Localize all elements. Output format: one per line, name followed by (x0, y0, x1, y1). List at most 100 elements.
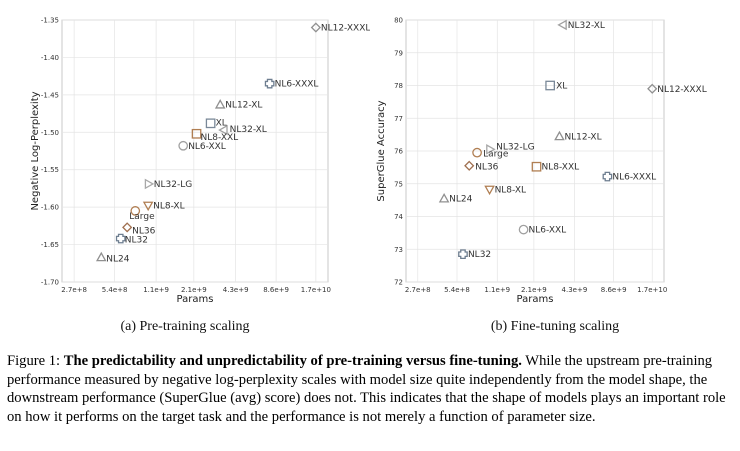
y-tick-label: 80 (394, 17, 403, 25)
plus-marker (264, 78, 275, 89)
plus-marker (602, 171, 613, 182)
data-label-nl8-xl: NL8-XL (153, 202, 184, 212)
diamond-marker (647, 83, 658, 94)
data-point-nl8-xl (484, 185, 495, 196)
data-point-nl12-xl (214, 99, 226, 109)
data-point-nl6-xxl (518, 224, 529, 235)
figure-caption-prefix: Figure 1: (7, 353, 64, 369)
data-label-nl12-xl: NL12-XL (225, 101, 262, 111)
diamond-marker (464, 160, 475, 171)
y-tick-label: -1.35 (41, 17, 59, 25)
triangle-right-marker (486, 144, 496, 155)
data-point-xl (545, 80, 556, 91)
y-tick-label: -1.65 (41, 241, 59, 249)
y-axis-label: Negative Log-Perplexity (30, 91, 41, 210)
data-point-nl32 (115, 233, 126, 244)
data-label-nl36: NL36 (132, 226, 155, 236)
y-tick-label: -1.45 (41, 91, 59, 99)
data-label-nl6-xxl: NL6-XXL (529, 226, 567, 236)
data-point-nl8-xxl (191, 128, 202, 139)
x-tick-label: 4.3e+9 (223, 286, 249, 294)
data-point-nl32-lg (486, 144, 496, 155)
triangle-up-marker (95, 251, 107, 262)
data-label-nl12-xxxl: NL12-XXXL (657, 85, 707, 95)
figure-caption: Figure 1: The predictability and unpredi… (7, 352, 735, 426)
x-tick-label: 2.1e+9 (521, 286, 547, 294)
x-tick-label: 2.7e+8 (61, 286, 87, 294)
x-tick-label: 1.1e+9 (484, 286, 510, 294)
y-tick-label: -1.60 (41, 204, 59, 212)
y-tick-label: -1.55 (41, 166, 59, 174)
data-label-large: Large (483, 150, 509, 160)
data-point-nl32-xl (218, 124, 228, 136)
x-tick-label: 8.6e+9 (263, 286, 289, 294)
triangle-right-marker (144, 178, 155, 190)
subcaption-pretraining: (a) Pre-training scaling (120, 319, 250, 334)
data-label-nl12-xxxl: NL12-XXXL (321, 23, 370, 33)
circle-marker (518, 224, 529, 235)
x-axis-label: Params (177, 294, 214, 305)
data-point-nl32 (458, 249, 468, 260)
data-label-nl12-xl: NL12-XL (564, 132, 601, 142)
pretraining-scatter-chart: -1.35 -1.40 -1.45 -1.50 -1.55 -1.60 -1.65 -1.70… (30, 17, 370, 306)
x-tick-label: 4.3e+9 (562, 286, 588, 294)
data-label-nl32-lg: NL32-LG (496, 142, 534, 152)
triangle-left-marker (557, 19, 567, 31)
data-label-nl32: NL32 (125, 236, 148, 246)
y-tick-label: 76 (394, 148, 403, 156)
figure-caption-body: While the upstream pre-training performa… (7, 353, 726, 425)
data-point-nl32-xl (557, 19, 567, 31)
data-label-nl32-lg: NL32-LG (154, 180, 192, 190)
plus-marker (458, 249, 468, 260)
triangle-left-marker (218, 124, 228, 136)
x-tick-label: 5.4e+8 (102, 286, 128, 294)
y-tick-label: 73 (394, 246, 403, 254)
plot-frame (61, 19, 329, 283)
data-label-nl8-xl: NL8-XL (495, 186, 526, 196)
data-point-nl6-xxxl (264, 78, 275, 89)
y-tick-label: 77 (394, 115, 403, 123)
y-tick-label: 75 (394, 180, 403, 188)
data-label-xl: XL (556, 82, 567, 92)
data-point-large (130, 206, 141, 216)
y-tick-label: 78 (394, 82, 403, 90)
square-marker (531, 161, 542, 172)
x-tick-label: 1.7e+10 (637, 286, 667, 294)
data-point-nl24 (95, 251, 107, 262)
data-label-nl6-xxxl: NL6-XXXL (275, 80, 319, 90)
triangle-up-marker (214, 99, 226, 109)
data-point-nl12-xl (554, 130, 565, 141)
data-point-large (472, 147, 482, 158)
data-point-nl32-lg (144, 178, 155, 190)
y-tick-label: 79 (394, 49, 403, 57)
finetuning-scatter-chart: 80 79 78 77 76 75 74 73 722.7e+8 5.4e+8 1.1e+9 2.1e… (376, 17, 707, 306)
diamond-marker (310, 22, 321, 33)
data-label-nl6-xxxl: NL6-XXXL (612, 173, 656, 183)
data-point-nl24 (438, 192, 450, 203)
data-label-nl32: NL32 (468, 250, 491, 260)
data-label-nl36: NL36 (475, 163, 498, 173)
square-marker (545, 80, 556, 91)
y-tick-label: 74 (394, 213, 403, 221)
data-point-nl12-xxxl (647, 83, 658, 94)
data-label-nl24: NL24 (449, 194, 472, 204)
data-label-nl24: NL24 (106, 254, 129, 264)
data-label-nl8-xxl: NL8-XXL (542, 163, 580, 173)
y-tick-label: -1.70 (41, 279, 59, 287)
data-point-nl6-xxl (178, 140, 189, 151)
figure-caption-bold: The predictability and unpredictability … (63, 353, 522, 369)
x-tick-label: 1.1e+9 (143, 286, 169, 294)
data-label-nl8-xxl: NL8-XXL (201, 133, 239, 143)
circle-marker (472, 147, 482, 158)
data-point-nl8-xl (142, 201, 154, 212)
triangle-down-marker (142, 201, 154, 212)
data-label-xl: XL (216, 118, 227, 128)
diamond-marker (122, 222, 133, 233)
square-marker (205, 118, 216, 129)
square-marker (191, 128, 202, 139)
x-tick-label: 2.1e+9 (181, 286, 207, 294)
data-point-nl8-xxl (531, 161, 542, 172)
x-tick-label: 2.7e+8 (405, 286, 431, 294)
x-axis-label: Params (517, 294, 554, 305)
subcaption-finetuning: (b) Fine-tuning scaling (490, 319, 620, 334)
